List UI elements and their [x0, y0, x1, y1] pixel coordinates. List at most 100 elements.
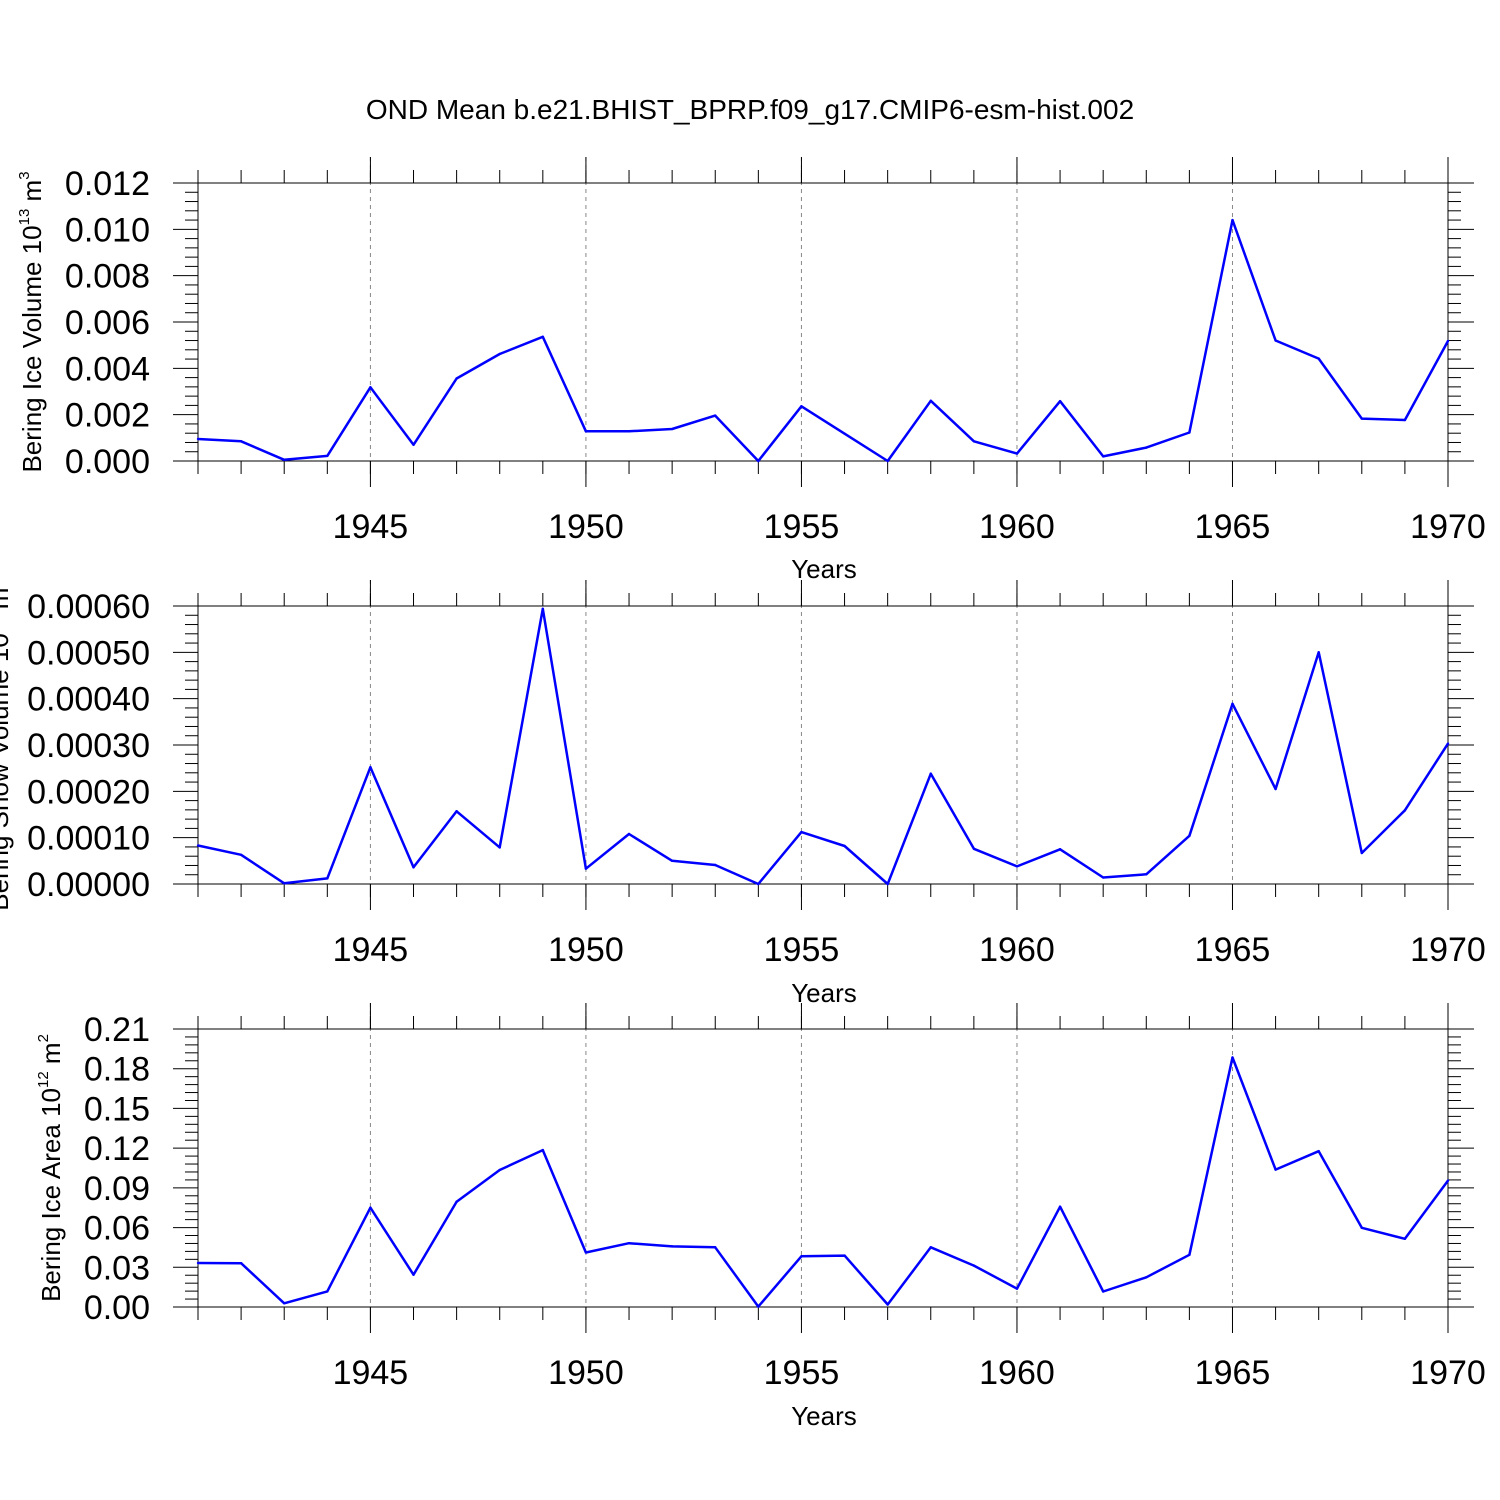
data-point: [930, 773, 932, 775]
data-point: [1447, 1179, 1449, 1181]
data-point: [843, 432, 845, 434]
x-axis-label: Years: [791, 554, 857, 584]
data-point: [930, 1246, 932, 1248]
x-tick-label: 1965: [1195, 1354, 1271, 1392]
data-point: [1317, 651, 1319, 653]
y-tick-label: 0.008: [65, 258, 150, 296]
data-point: [1361, 852, 1363, 854]
y-tick-label: 0.12: [84, 1130, 150, 1168]
x-tick-label: 1945: [333, 508, 409, 546]
data-point: [800, 1255, 802, 1257]
data-point: [1016, 865, 1018, 867]
x-tick-label: 1960: [979, 1354, 1055, 1392]
data-point: [1059, 1205, 1061, 1207]
y-tick-label: 0.00050: [27, 634, 150, 672]
data-point: [930, 400, 932, 402]
data-point: [197, 844, 199, 846]
data-point: [1447, 742, 1449, 744]
data-point: [369, 386, 371, 388]
y-tick-label: 0.000: [65, 443, 150, 481]
x-tick-label: 1955: [764, 931, 840, 969]
data-point: [1059, 848, 1061, 850]
data-point: [1188, 835, 1190, 837]
data-point: [283, 1302, 285, 1304]
y-tick-label: 0.002: [65, 397, 150, 435]
data-point: [412, 1273, 414, 1275]
data-point: [542, 1149, 544, 1151]
data-point: [1102, 876, 1104, 878]
data-point: [326, 1290, 328, 1292]
x-axis-label: Years: [791, 1401, 857, 1431]
chart-title: OND Mean b.e21.BHIST_BPRP.f09_g17.CMIP6-…: [366, 94, 1134, 125]
data-point: [542, 336, 544, 338]
y-tick-label: 0.06: [84, 1210, 150, 1248]
y-tick-label: 0.18: [84, 1051, 150, 1089]
data-point: [283, 882, 285, 884]
data-point: [1016, 1288, 1018, 1290]
data-point: [369, 766, 371, 768]
data-point: [714, 1246, 716, 1248]
data-point: [1102, 1290, 1104, 1292]
data-point: [671, 428, 673, 430]
data-point: [283, 459, 285, 461]
data-point: [800, 405, 802, 407]
y-tick-label: 0.00030: [27, 727, 150, 765]
data-point: [800, 831, 802, 833]
x-tick-label: 1965: [1195, 931, 1271, 969]
data-point: [240, 854, 242, 856]
data-point: [585, 430, 587, 432]
data-point: [412, 866, 414, 868]
y-tick-label: 0.006: [65, 304, 150, 342]
data-point: [1188, 431, 1190, 433]
y-tick-label: 0.21: [84, 1011, 150, 1049]
data-point: [1231, 1056, 1233, 1058]
data-point: [671, 860, 673, 862]
y-tick-label: 0.00010: [27, 820, 150, 858]
data-point: [1274, 339, 1276, 341]
x-tick-label: 1960: [979, 508, 1055, 546]
data-point: [1274, 788, 1276, 790]
data-point: [973, 1264, 975, 1266]
y-tick-label: 0.15: [84, 1090, 150, 1128]
data-point: [886, 883, 888, 885]
data-point: [886, 1303, 888, 1305]
data-point: [1145, 873, 1147, 875]
data-point: [1361, 1227, 1363, 1229]
data-point: [1059, 400, 1061, 402]
x-tick-label: 1950: [548, 1354, 624, 1392]
data-point: [671, 1245, 673, 1247]
data-point: [1317, 357, 1319, 359]
x-tick-label: 1950: [548, 931, 624, 969]
data-point: [1361, 417, 1363, 419]
data-point: [197, 1262, 199, 1264]
data-point: [714, 864, 716, 866]
data-point: [542, 608, 544, 610]
data-point: [455, 1201, 457, 1203]
data-point: [1404, 1238, 1406, 1240]
data-point: [628, 833, 630, 835]
x-tick-label: 1945: [333, 931, 409, 969]
data-point: [714, 414, 716, 416]
data-point: [1231, 703, 1233, 705]
data-point: [240, 440, 242, 442]
data-point: [1231, 219, 1233, 221]
y-tick-label: 0.010: [65, 211, 150, 249]
data-point: [1188, 1254, 1190, 1256]
x-tick-label: 1970: [1410, 931, 1486, 969]
data-point: [973, 440, 975, 442]
data-point: [197, 438, 199, 440]
figure: OND Mean b.e21.BHIST_BPRP.f09_g17.CMIP6-…: [0, 0, 1500, 1500]
data-point: [1102, 455, 1104, 457]
data-point: [455, 377, 457, 379]
x-tick-label: 1955: [764, 1354, 840, 1392]
data-point: [628, 1242, 630, 1244]
x-tick-label: 1945: [333, 1354, 409, 1392]
y-tick-label: 0.00040: [27, 681, 150, 719]
data-point: [499, 846, 501, 848]
data-point: [326, 455, 328, 457]
y-tick-label: 0.09: [84, 1170, 150, 1208]
y-tick-label: 0.012: [65, 165, 150, 203]
x-tick-label: 1960: [979, 931, 1055, 969]
y-tick-label: 0.004: [65, 350, 150, 388]
data-point: [757, 1305, 759, 1307]
